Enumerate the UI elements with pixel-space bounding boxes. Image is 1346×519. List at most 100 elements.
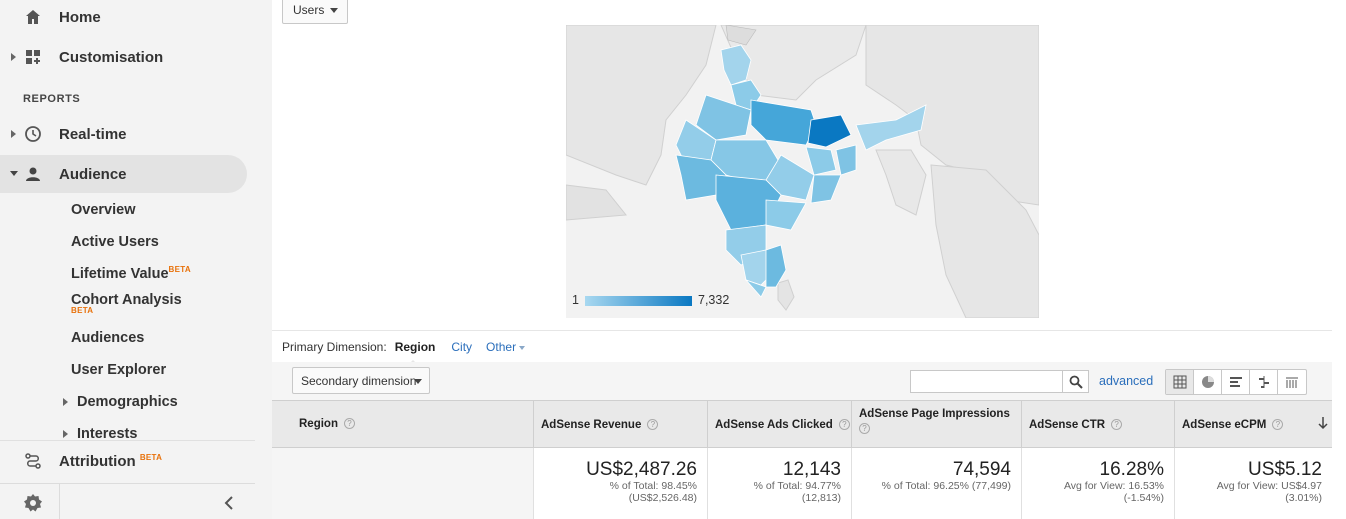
- totals-region-cell: [272, 448, 534, 519]
- beta-badge: BETA: [168, 265, 191, 274]
- avg-for-view: Avg for View: 16.53%: [1063, 480, 1164, 492]
- help-icon[interactable]: ?: [343, 418, 355, 430]
- geo-map[interactable]: [566, 25, 1039, 318]
- chevron-down-icon: [519, 345, 526, 350]
- nav-cohort-analysis[interactable]: Cohort Analysis BETA: [71, 292, 182, 315]
- total-percent: % of Total: 96.25% (77,499): [881, 480, 1011, 492]
- sort-descending-icon[interactable]: [1318, 416, 1328, 433]
- collapse-sidebar-icon[interactable]: [220, 494, 238, 512]
- legend-min: 1: [572, 293, 579, 307]
- column-adsense-revenue[interactable]: AdSense Revenue?: [534, 401, 708, 448]
- nav-audience-label: Audience: [59, 165, 127, 183]
- total-absolute: (12,813): [801, 491, 841, 504]
- dashboard-icon: [23, 47, 43, 67]
- help-icon[interactable]: ?: [1111, 419, 1123, 431]
- reports-section-label: REPORTS: [23, 93, 81, 105]
- caret-right-icon: [63, 397, 71, 407]
- nav-audiences[interactable]: Audiences: [71, 330, 145, 346]
- column-adsense-page-impressions[interactable]: AdSense Page Impressions?: [852, 401, 1022, 448]
- beta-badge: BETA: [139, 452, 163, 462]
- bar-view-button[interactable]: [1222, 370, 1250, 394]
- column-adsense-ecpm[interactable]: AdSense eCPM?: [1175, 401, 1332, 448]
- column-label: Region: [299, 418, 338, 430]
- dimension-city[interactable]: City: [451, 340, 473, 354]
- column-label: AdSense Ads Clicked: [715, 419, 833, 431]
- help-icon[interactable]: ?: [859, 423, 870, 434]
- view-switcher: [1165, 369, 1307, 395]
- totals-ctr-cell: 16.28% Avg for View: 16.53% (-1.54%): [1022, 448, 1175, 519]
- grid-icon: [1173, 375, 1186, 389]
- total-percent: % of Total: 98.45%: [609, 480, 697, 492]
- column-region[interactable]: Region?: [272, 401, 534, 448]
- table-toolbar: Secondary dimension advanced: [272, 362, 1332, 400]
- dimension-other[interactable]: Other: [486, 340, 526, 354]
- dimension-region[interactable]: Region: [394, 340, 436, 366]
- totals-ecpm-cell: US$5.12 Avg for View: US$4.97 (3.01%): [1175, 448, 1332, 519]
- lifetime-value-label: Lifetime Value: [71, 265, 169, 282]
- divider: [59, 484, 60, 519]
- home-icon: [23, 7, 43, 27]
- comparison-view-button[interactable]: [1250, 370, 1278, 394]
- nav-customisation[interactable]: Customisation: [0, 38, 247, 76]
- attribution-icon: [23, 451, 43, 471]
- sidebar: Home Customisation REPORTS Real-time Aud…: [0, 0, 272, 519]
- beta-badge: BETA: [71, 306, 94, 315]
- divider: [0, 483, 255, 484]
- metric-select[interactable]: Users: [282, 0, 348, 24]
- column-adsense-ads-clicked[interactable]: AdSense Ads Clicked?: [708, 401, 852, 448]
- search-button[interactable]: [1063, 370, 1089, 393]
- nav-lifetime-value[interactable]: Lifetime ValueBETA: [71, 265, 191, 282]
- totals-revenue-cell: US$2,487.26 % of Total: 98.45% (US$2,526…: [534, 448, 708, 519]
- nav-attribution[interactable]: Attribution BETA: [0, 442, 247, 480]
- pivot-view-button[interactable]: [1278, 370, 1306, 394]
- table-search-input[interactable]: [910, 370, 1063, 393]
- totals-row: US$2,487.26 % of Total: 98.45% (US$2,526…: [272, 448, 1332, 519]
- column-label: AdSense Page Impressions: [859, 408, 1010, 420]
- caret-right-icon: [9, 52, 19, 62]
- nav-home[interactable]: Home: [0, 0, 247, 36]
- nav-realtime-label: Real-time: [59, 125, 127, 143]
- totals-impressions-cell: 74,594 % of Total: 96.25% (77,499): [852, 448, 1022, 519]
- divider: [272, 330, 1332, 331]
- bar-chart-icon: [1229, 377, 1242, 387]
- divider: [0, 440, 255, 441]
- pie-chart-icon: [1201, 376, 1214, 388]
- secondary-dimension-label: Secondary dimension: [301, 373, 417, 388]
- dimension-other-label: Other: [486, 340, 517, 354]
- total-value: US$2,487.26: [586, 459, 697, 480]
- nav-audience[interactable]: Audience: [0, 155, 247, 193]
- search-icon: [1069, 375, 1083, 389]
- column-label: AdSense CTR: [1029, 419, 1106, 431]
- nav-customisation-label: Customisation: [59, 48, 164, 66]
- column-adsense-ctr[interactable]: AdSense CTR?: [1022, 401, 1175, 448]
- nav-realtime[interactable]: Real-time: [0, 115, 247, 153]
- nav-overview[interactable]: Overview: [71, 202, 136, 218]
- nav-user-explorer[interactable]: User Explorer: [71, 362, 167, 378]
- primary-dimension-bar: Primary Dimension: Region City Other: [282, 340, 539, 366]
- total-value: 16.28%: [1099, 459, 1164, 480]
- secondary-dimension-select[interactable]: Secondary dimension: [292, 367, 430, 394]
- advanced-filter-link[interactable]: advanced: [1099, 374, 1154, 388]
- nav-demographics[interactable]: Demographics: [77, 394, 178, 410]
- help-icon[interactable]: ?: [647, 419, 659, 431]
- caret-right-icon: [63, 429, 71, 439]
- nav-interests[interactable]: Interests: [77, 426, 138, 442]
- chevron-down-icon: [330, 8, 338, 13]
- avg-delta: (3.01%): [1285, 491, 1322, 504]
- total-absolute: (US$2,526.48): [628, 491, 697, 504]
- nav-active-users[interactable]: Active Users: [71, 234, 159, 250]
- help-icon[interactable]: ?: [838, 419, 850, 431]
- totals-clicked-cell: 12,143 % of Total: 94.77% (12,813): [708, 448, 852, 519]
- pie-view-button[interactable]: [1194, 370, 1222, 394]
- caret-down-icon: [9, 169, 19, 179]
- table-view-button[interactable]: [1166, 370, 1194, 394]
- total-value: 74,594: [952, 459, 1011, 480]
- legend-gradient: [585, 296, 692, 306]
- total-percent: % of Total: 94.77%: [753, 480, 841, 492]
- primary-dimension-label: Primary Dimension:: [282, 340, 387, 354]
- attribution-text: Attribution: [59, 452, 136, 470]
- pivot-icon: [1286, 377, 1298, 388]
- gear-icon[interactable]: [23, 493, 43, 513]
- help-icon[interactable]: ?: [1272, 419, 1284, 431]
- column-label: AdSense eCPM: [1182, 419, 1267, 431]
